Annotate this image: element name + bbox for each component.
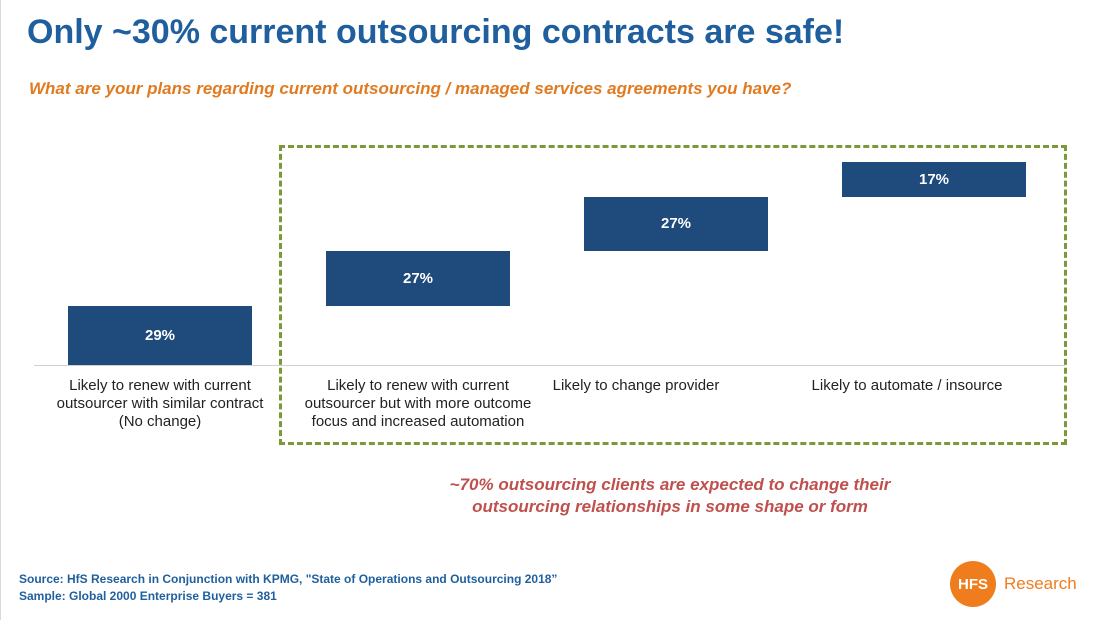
category-label-line: Likely to automate / insource xyxy=(811,377,1003,394)
bar-4: 17% xyxy=(842,162,1026,197)
callout-line-1: ~70% outsourcing clients are expected to… xyxy=(449,475,891,494)
source-note: Source: HfS Research in Conjunction with… xyxy=(19,571,557,605)
chart-baseline xyxy=(34,365,1065,366)
category-label-line: focus and increased automation xyxy=(311,413,525,430)
left-border xyxy=(0,0,1,620)
logo-wordmark: Research xyxy=(1004,574,1077,593)
category-label-line: Likely to renew with current xyxy=(69,377,251,394)
sample-line: Sample: Global 2000 Enterprise Buyers = … xyxy=(19,589,277,603)
bar-value-label: 29% xyxy=(144,327,176,345)
bar-value-label: 27% xyxy=(660,215,692,233)
callout-line-2: outsourcing relationships in some shape … xyxy=(472,497,868,516)
category-label-1: Likely to renew with current outsourcer w… xyxy=(30,377,290,431)
bar-2: 27% xyxy=(326,251,510,307)
category-label-4: Likely to automate / insource xyxy=(777,377,1037,395)
bar-value-label: 27% xyxy=(402,270,434,288)
page-title: Only ~30% current outsourcing contracts … xyxy=(27,13,845,51)
category-label-line: outsourcer with similar contract xyxy=(56,395,264,412)
logo-mark: HFS xyxy=(950,561,996,607)
category-label-2: Likely to renew with current outsourcer b… xyxy=(288,377,548,431)
bar-1: 29% xyxy=(68,306,252,365)
category-label-3: Likely to change provider xyxy=(506,377,766,395)
category-label-line: (No change) xyxy=(118,413,202,430)
category-label-line: Likely to change provider xyxy=(552,377,720,394)
category-label-line: Likely to renew with current xyxy=(327,377,509,394)
bar-value-label: 17% xyxy=(918,170,950,188)
callout-text: ~70% outsourcing clients are expected to… xyxy=(400,474,940,518)
bar-3: 27% xyxy=(584,196,768,252)
hfs-logo: HFS Research xyxy=(950,561,1077,607)
survey-question: What are your plans regarding current ou… xyxy=(29,79,792,98)
category-label-line: outsourcer but with more outcome xyxy=(304,395,532,412)
source-line: Source: HfS Research in Conjunction with… xyxy=(19,572,558,586)
change-highlight-box xyxy=(279,145,1067,445)
